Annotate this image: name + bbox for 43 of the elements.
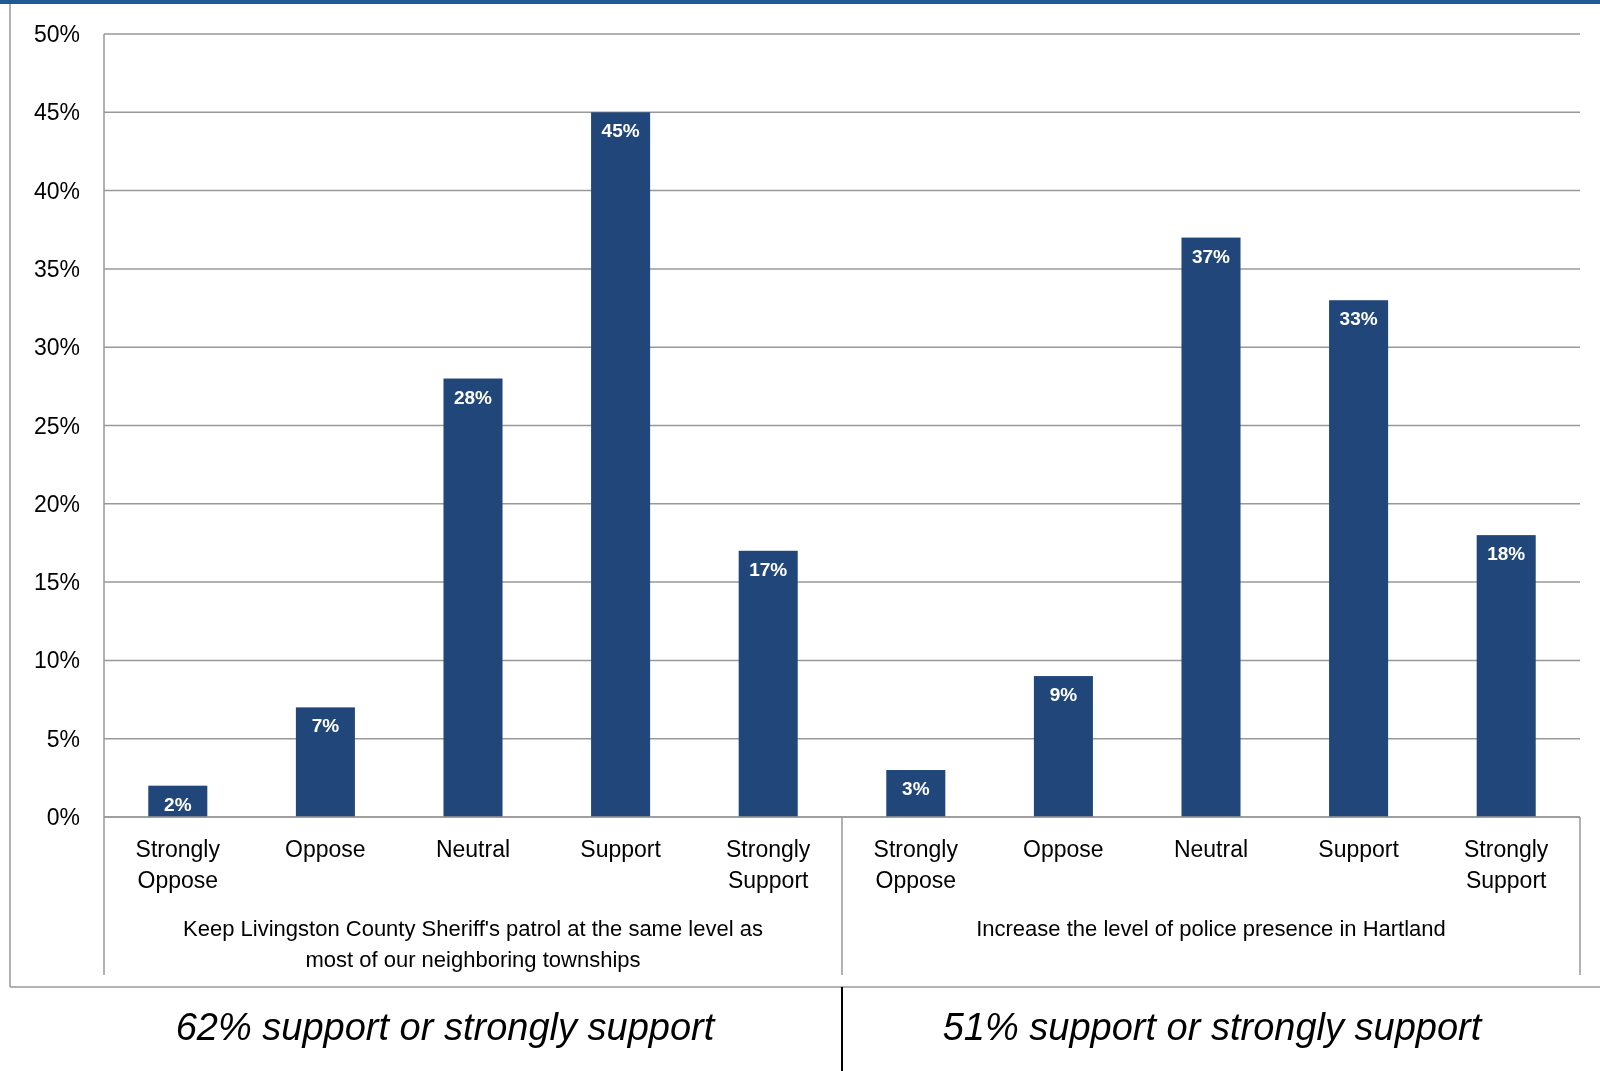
x-tick-label: Strongly Support — [1464, 836, 1549, 893]
text: 51% support or strongly support — [942, 1006, 1483, 1048]
bar — [443, 378, 503, 817]
y-tick-label: 5% — [46, 725, 80, 752]
y-tick-label: 40% — [33, 177, 80, 204]
y-tick-label: 30% — [33, 334, 80, 361]
data-label: 18% — [1487, 543, 1526, 565]
data-label: 33% — [1339, 308, 1378, 330]
text: 62% support or strongly support — [175, 1006, 716, 1048]
y-tick-label: 20% — [33, 490, 80, 517]
text: Keep Livingston County Sheriff's patrol at the same level as most of our neighboring townships — [183, 916, 763, 972]
x-tick-label: Support — [580, 836, 662, 862]
data-label: 28% — [453, 386, 493, 408]
x-tick-label: Strongly Oppose — [873, 836, 959, 893]
y-tick-label: 0% — [46, 804, 80, 830]
bar — [738, 550, 798, 817]
data-label: 9% — [1049, 684, 1078, 706]
y-tick-label: 45% — [33, 99, 80, 126]
bar — [295, 707, 355, 817]
y-tick-label: 10% — [33, 647, 80, 674]
data-label: 37% — [1191, 245, 1231, 267]
data-label: 2% — [164, 793, 192, 815]
y-tick-label: 25% — [33, 412, 80, 439]
bar — [1181, 237, 1241, 817]
y-tick-label: 35% — [33, 255, 80, 282]
bar — [591, 112, 651, 817]
x-tick-label: Neutral — [435, 836, 511, 862]
x-tick-label: Oppose — [285, 836, 366, 862]
data-label: 17% — [749, 558, 788, 580]
x-tick-label: Neutral — [1173, 836, 1249, 862]
text: Increase the level of police presence in Hartland — [976, 916, 1446, 941]
bar — [1329, 300, 1389, 817]
y-tick-label: 50% — [33, 21, 80, 47]
bar — [1476, 535, 1536, 817]
data-label: 3% — [902, 778, 930, 800]
x-tick-label: Strongly Oppose — [135, 836, 221, 893]
data-label: 7% — [311, 715, 340, 737]
bar — [1033, 676, 1093, 817]
y-tick-label: 15% — [33, 569, 80, 596]
x-tick-label: Support — [1318, 836, 1400, 862]
x-tick-label: Strongly Support — [726, 836, 811, 893]
x-tick-label: Oppose — [1023, 836, 1104, 862]
data-label: 45% — [601, 120, 640, 142]
